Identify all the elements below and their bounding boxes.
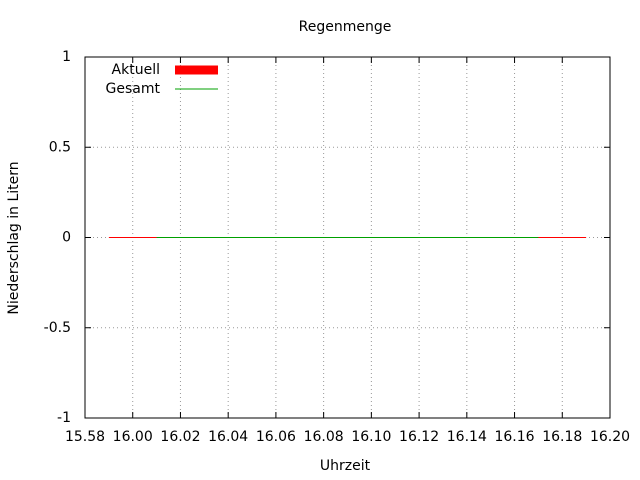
x-tick-label: 16.10 <box>351 429 391 445</box>
chart-title: Regenmenge <box>299 19 392 35</box>
x-tick-label: 16.14 <box>447 429 487 445</box>
x-tick-label: 16.02 <box>160 429 200 445</box>
x-tick-label: 16.12 <box>399 429 439 445</box>
y-tick-label: -0.5 <box>44 320 71 336</box>
y-tick-label: 0.5 <box>49 139 71 155</box>
y-axis-label: Niederschlag in Litern <box>6 161 22 314</box>
y-tick-label: 0 <box>62 230 71 246</box>
legend-label: Aktuell <box>112 62 160 78</box>
y-tick-label: 1 <box>62 49 71 65</box>
x-tick-label: 16.06 <box>256 429 296 445</box>
legend-label: Gesamt <box>106 81 161 97</box>
x-tick-label: 15.58 <box>65 429 105 445</box>
x-tick-label: 16.08 <box>304 429 344 445</box>
x-axis-label: Uhrzeit <box>320 458 371 474</box>
x-tick-label: 16.04 <box>208 429 248 445</box>
x-tick-label: 16.16 <box>494 429 534 445</box>
x-tick-label: 16.18 <box>542 429 582 445</box>
x-tick-label: 16.20 <box>590 429 630 445</box>
x-tick-label: 16.00 <box>113 429 153 445</box>
y-tick-label: -1 <box>57 410 71 426</box>
